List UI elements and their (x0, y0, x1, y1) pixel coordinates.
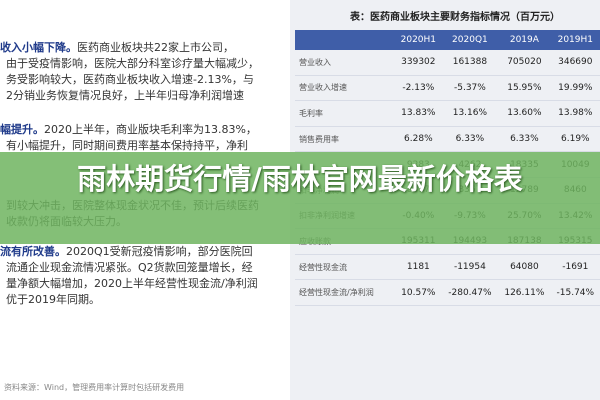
text-line: 量净额大幅增加，2020上半年经营性现金流/净利润 (0, 276, 258, 292)
cell: -2.13% (395, 75, 442, 102)
cell: 705020 (498, 50, 551, 76)
cell: 13.60% (498, 100, 551, 127)
lead: 流有所改善。 (0, 245, 66, 258)
cell: 13.83% (395, 100, 442, 127)
cell: 13.16% (441, 100, 499, 127)
line: 优于2019年同期。 (6, 293, 100, 306)
banner: 雨林期货行情/雨林官网最新价格表 (0, 152, 600, 244)
cell: -5.37% (441, 75, 499, 102)
row: 营业收入 339302 161388 705020 346690 (295, 50, 600, 76)
cell: 6.19% (550, 126, 600, 153)
cell: 346690 (550, 50, 600, 76)
corner (295, 30, 395, 50)
cell: -280.47% (441, 279, 499, 306)
text-line: 2分销业务恢复情况良好，上半年归母净利润增速 (0, 88, 259, 104)
line: 2020上半年，商业版块毛利率为13.83%， (44, 123, 257, 136)
cell: -15.74% (550, 279, 600, 306)
row-label: 经营性现金流 (295, 254, 395, 281)
row-label: 销售费用率 (295, 126, 395, 153)
text-line: 由于受疫情影响，医院大部分科室诊疗量大幅减少， (0, 56, 259, 72)
line: 流通企业现金流情况紧张。Q2货款回笼量增长，经 (6, 261, 253, 274)
line: 由于受疫情影响，医院大部分科室诊疗量大幅减少， (6, 57, 259, 70)
row-label: 毛利率 (295, 100, 395, 127)
banner-title: 雨林期货行情/雨林官网最新价格表 (77, 162, 523, 196)
column-header: 2019H1 (550, 30, 600, 50)
cell: -11954 (441, 254, 499, 281)
table-title: 表：医药商业板块主要财务指标情况（百万元） (350, 12, 560, 23)
row: 经营性现金流/净利润 10.57% -280.47% 126.11% -15.74% (295, 279, 600, 306)
lead: 收入小幅下降。 (0, 41, 77, 54)
column-header: 2020Q1 (441, 30, 499, 50)
line: 2020Q1受新冠疫情影响，部分医院回 (66, 245, 253, 258)
cell: 1181 (395, 254, 442, 281)
column-header: 2020H1 (395, 30, 442, 50)
text-line: 流有所改善。2020Q1受新冠疫情影响，部分医院回 (0, 244, 258, 260)
cell: 15.95% (498, 75, 551, 102)
paragraph: 幅提升。2020上半年，商业版块毛利率为13.83%， 有小幅提升，同时期间费用率… (0, 122, 257, 154)
text-line: 优于2019年同期。 (0, 292, 258, 308)
cell: 6.33% (441, 126, 499, 153)
row-label: 经营性现金流/净利润 (295, 279, 395, 306)
text-line: 收入小幅下降。医药商业板块共22家上市公司， (0, 40, 259, 56)
paragraph: 收入小幅下降。医药商业板块共22家上市公司， 由于受疫情影响，医院大部分科室诊疗量… (0, 40, 259, 104)
row: 经营性现金流 1181 -11954 64080 -1691 (295, 254, 600, 281)
lead: 幅提升。 (0, 123, 44, 136)
cell: 6.33% (498, 126, 551, 153)
text-line: 有小幅提升，同时期间费用率基本保持持平，净利 (0, 138, 257, 154)
cell: 13.98% (550, 100, 600, 127)
row: 营业收入增速 -2.13% -5.37% 15.95% 19.99% (295, 75, 600, 102)
text-line: 幅提升。2020上半年，商业版块毛利率为13.83%， (0, 122, 257, 138)
line: 量净额大幅增加，2020上半年经营性现金流/净利润 (6, 277, 258, 290)
cell: -1691 (550, 254, 600, 281)
cell: 64080 (498, 254, 551, 281)
line: 2分销业务恢复情况良好，上半年归母净利润增速 (6, 89, 244, 102)
row: 销售费用率 6.28% 6.33% 6.33% 6.19% (295, 126, 600, 153)
row-label: 营业收入增速 (295, 75, 395, 102)
paragraph: 流有所改善。2020Q1受新冠疫情影响，部分医院回 流通企业现金流情况紧张。Q2货… (0, 244, 258, 308)
cell: 10.57% (395, 279, 442, 306)
line: 医药商业板块共22家上市公司， (77, 41, 234, 54)
row: 毛利率 13.83% 13.16% 13.60% 13.98% (295, 100, 600, 127)
cell: 126.11% (498, 279, 551, 306)
text-line: 流通企业现金流情况紧张。Q2货款回笼量增长，经 (0, 260, 258, 276)
cell: 161388 (441, 50, 499, 76)
cell: 6.28% (395, 126, 442, 153)
header-row: 2020H1 2020Q1 2019A 2019H1 (295, 30, 600, 50)
source: 资料来源：Wind，管理费用率计算时包括研发费用 (4, 383, 185, 392)
line: 务受影响较大，医药商业板块收入增速-2.13%，与 (6, 73, 254, 86)
column-header: 2019A (498, 30, 551, 50)
cell: 19.99% (550, 75, 600, 102)
text-line: 务受影响较大，医药商业板块收入增速-2.13%，与 (0, 72, 259, 88)
row-label: 营业收入 (295, 50, 395, 76)
line: 有小幅提升，同时期间费用率基本保持持平，净利 (6, 139, 248, 152)
cell: 339302 (395, 50, 442, 76)
